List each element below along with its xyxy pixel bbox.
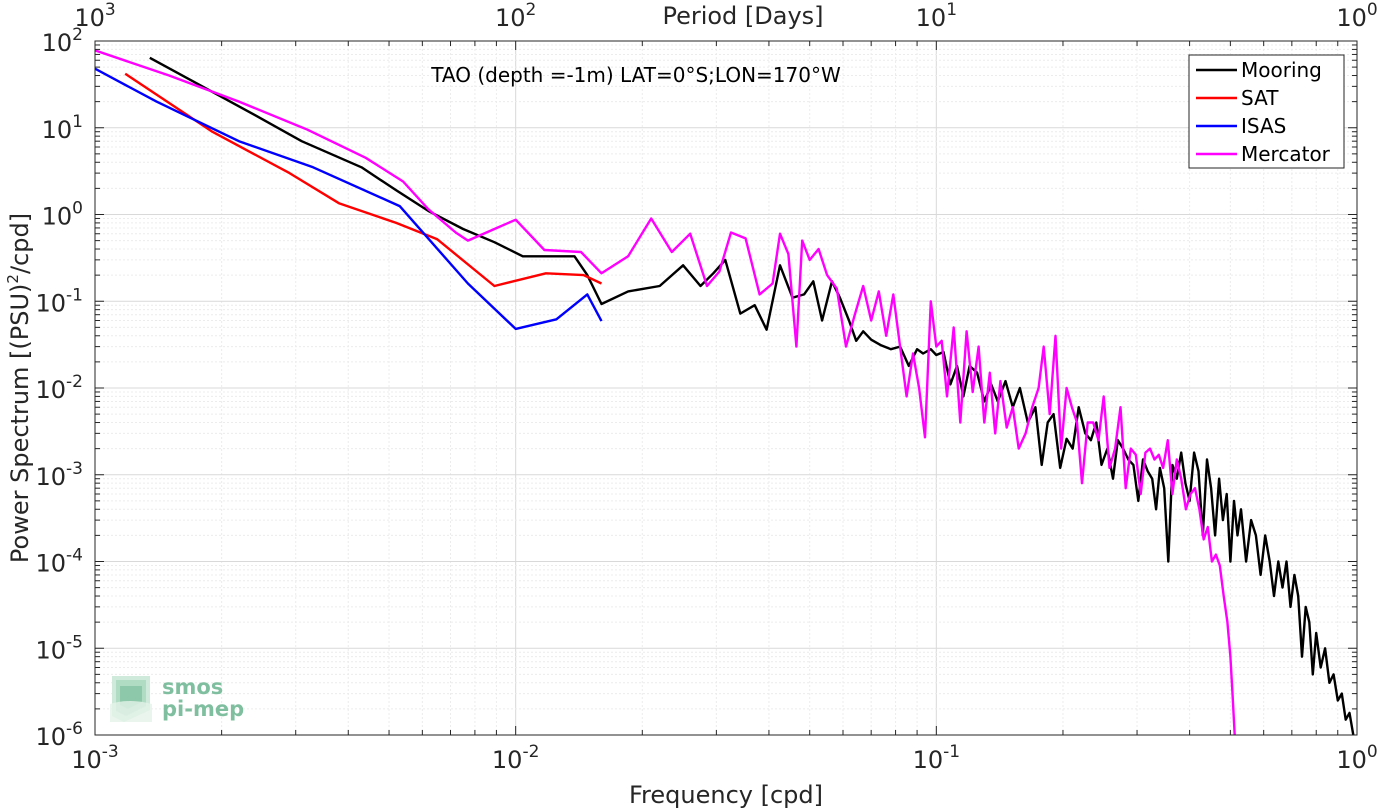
legend: Mooring SAT ISAS Mercator — [1188, 54, 1345, 169]
legend-items: Mooring SAT ISAS Mercator — [1196, 58, 1331, 166]
top-tick-label: 101 — [916, 0, 957, 32]
y-tick-label: 100 — [42, 199, 83, 231]
x-tick-label: 100 — [1336, 742, 1377, 774]
series-line-mooring — [149, 56, 1355, 735]
top-tick-label: 100 — [1336, 0, 1377, 32]
y-tick-label: 101 — [42, 112, 83, 144]
series-line-isas — [95, 67, 603, 331]
y-tick-label: 10-2 — [36, 372, 84, 404]
logo-line1: smos — [162, 675, 223, 699]
x-tick-label: 10-2 — [492, 742, 540, 774]
top-tick-label: 103 — [74, 0, 115, 32]
top-tick-label: 102 — [495, 0, 536, 32]
series-line-sat — [124, 72, 603, 288]
y-axis-label-tail: /cpd] — [6, 213, 34, 274]
series-layer — [95, 49, 1355, 735]
grid-layer — [94, 41, 1357, 736]
series-line-mercator — [95, 49, 1236, 735]
y-tick-label: 10-4 — [36, 546, 84, 578]
y-tick-label: 102 — [42, 25, 83, 57]
svg-text:Power Spectrum [(PSU)2/cpd]: Power Spectrum [(PSU)2/cpd] — [4, 213, 34, 563]
legend-label-mercator: Mercator — [1241, 142, 1331, 166]
y-axis-label-main: Power Spectrum [(PSU) — [6, 284, 34, 563]
legend-label-mooring: Mooring — [1241, 58, 1322, 82]
legend-label-sat: SAT — [1241, 86, 1279, 110]
logo-mark-icon — [110, 676, 152, 722]
y-tick-label: 10-3 — [36, 459, 84, 491]
y-axis-label: Power Spectrum [(PSU)2/cpd] — [4, 213, 34, 563]
logo-line2: pi-mep — [162, 697, 244, 721]
y-axis-label-sup: 2 — [4, 274, 22, 284]
chart-annotation: TAO (depth =-1m) LAT=0°S;LON=170°W — [430, 63, 841, 87]
x-axis-label: Frequency [cpd] — [629, 781, 823, 809]
frame-layer — [94, 40, 1358, 736]
legend-label-isas: ISAS — [1241, 114, 1286, 138]
x-tick-label: 10-3 — [71, 742, 119, 774]
y-tick-label: 10-1 — [36, 285, 84, 317]
y-tick-label: 10-6 — [36, 719, 84, 751]
x-tick-label: 10-1 — [913, 742, 961, 774]
top-x-axis-label: Period [Days] — [662, 2, 823, 30]
legend-box — [1188, 54, 1345, 169]
smos-pimep-logo: smos pi-mep — [110, 675, 244, 722]
y-tick-label: 10-5 — [36, 632, 84, 664]
